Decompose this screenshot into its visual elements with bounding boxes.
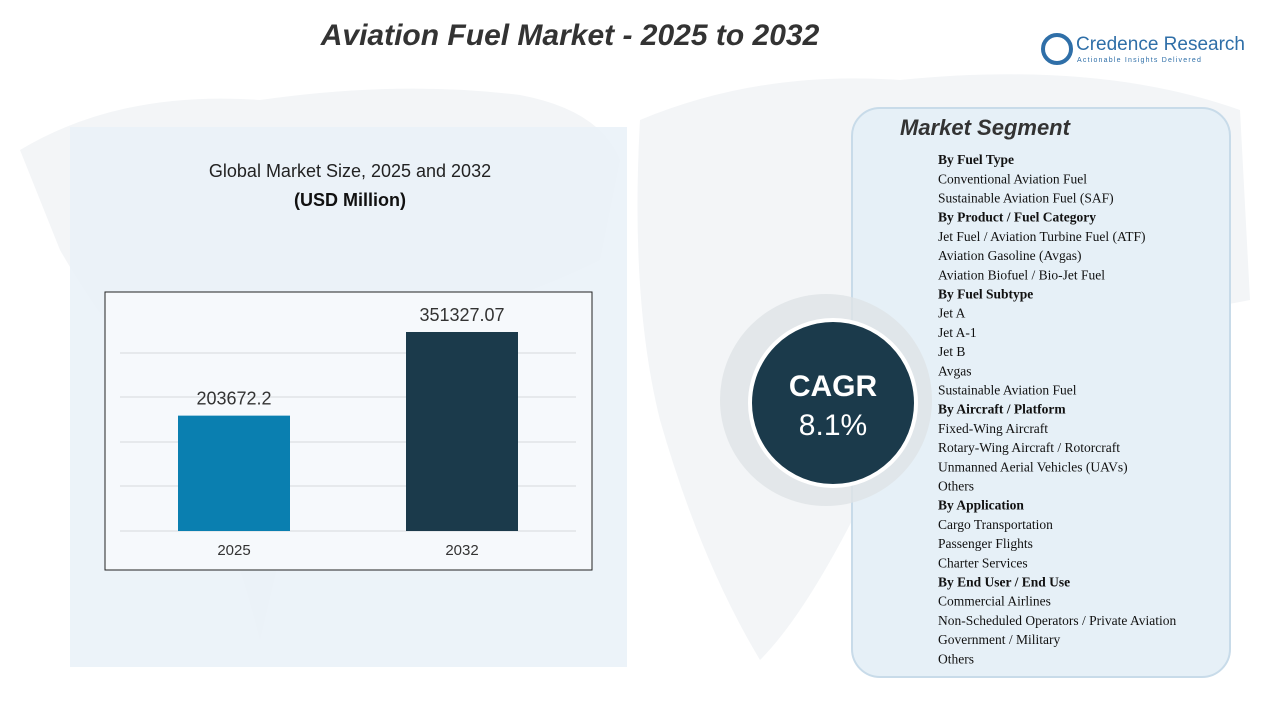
segment-item: Aviation Biofuel / Bio-Jet Fuel <box>938 267 1105 282</box>
segment-item: Passenger Flights <box>938 536 1033 551</box>
segment-item: Sustainable Aviation Fuel <box>938 382 1077 397</box>
x-tick-label: 2025 <box>217 542 250 559</box>
segment-item: Jet A-1 <box>938 325 977 340</box>
segment-item: Aviation Gasoline (Avgas) <box>938 248 1081 263</box>
segment-item: Avgas <box>938 363 972 378</box>
brand-tagline: Actionable Insights Delivered <box>1077 57 1202 64</box>
bars: 203672.2 2025 351327.07 2032 <box>178 305 518 559</box>
brand-logo <box>1041 33 1073 65</box>
segment-heading: By Fuel Type <box>938 152 1014 167</box>
segment-list: By Fuel Type Conventional Aviation Fuel Su… <box>938 152 1176 666</box>
segment-heading: By Product / Fuel Category <box>938 210 1096 225</box>
segment-item: Others <box>938 478 974 493</box>
segment-item: Rotary-Wing Aircraft / Rotorcraft <box>938 440 1120 455</box>
segment-item: Cargo Transportation <box>938 517 1053 532</box>
segment-item: Commercial Airlines <box>938 594 1051 609</box>
chart-subtitle: (USD Million) <box>294 190 406 210</box>
page-title: Aviation Fuel Market - 2025 to 2032 <box>320 19 820 52</box>
brand-name: Credence Research <box>1076 34 1245 55</box>
segment-heading: By End User / End Use <box>938 574 1070 589</box>
segment-item: Charter Services <box>938 555 1028 570</box>
segment-title: Market Segment <box>900 115 1072 140</box>
segment-item: Government / Military <box>938 632 1060 647</box>
segment-item: Jet B <box>938 344 965 359</box>
segment-item: Others <box>938 651 974 666</box>
bar <box>406 332 518 531</box>
cagr-label: CAGR <box>789 370 878 403</box>
segment-item: Jet Fuel / Aviation Turbine Fuel (ATF) <box>938 229 1146 244</box>
segment-item: Non-Scheduled Operators / Private Aviati… <box>938 613 1176 628</box>
segment-heading: By Aircraft / Platform <box>938 402 1066 417</box>
chart-title: Global Market Size, 2025 and 2032 <box>209 161 491 181</box>
cagr-value: 8.1% <box>799 409 867 442</box>
segment-item: Jet A <box>938 306 966 321</box>
segment-item: Sustainable Aviation Fuel (SAF) <box>938 190 1114 205</box>
segment-item: Conventional Aviation Fuel <box>938 171 1087 186</box>
value-label: 351327.07 <box>419 305 504 325</box>
value-label: 203672.2 <box>196 388 271 408</box>
segment-item: Fixed-Wing Aircraft <box>938 421 1048 436</box>
cagr-circle <box>748 318 918 488</box>
segment-heading: By Application <box>938 498 1024 513</box>
bar <box>178 415 290 531</box>
x-tick-label: 2032 <box>445 542 478 559</box>
segment-item: Unmanned Aerial Vehicles (UAVs) <box>938 459 1128 474</box>
segment-heading: By Fuel Subtype <box>938 286 1033 301</box>
